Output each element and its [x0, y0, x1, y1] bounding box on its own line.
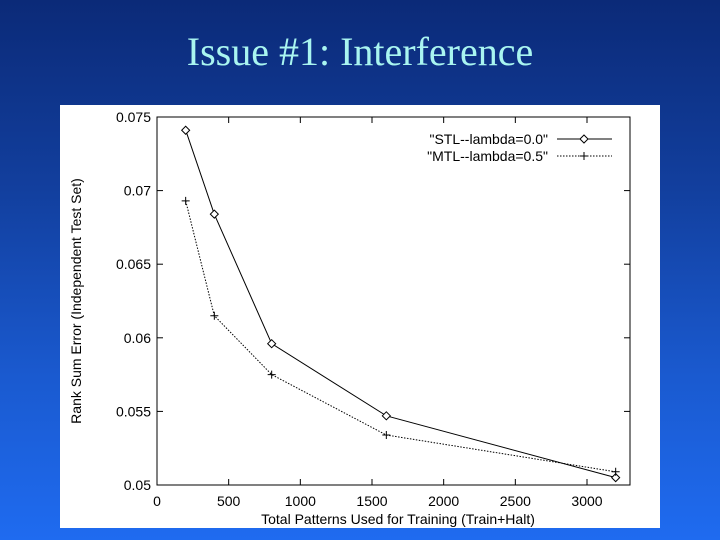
legend-entry: "MTL--lambda=0.5"	[427, 148, 612, 164]
series-line	[185, 200, 616, 473]
y-tick-label: 0.07	[124, 183, 151, 199]
data-point	[180, 125, 191, 135]
x-axis-label: Total Patterns Used for Training (Train+…	[261, 511, 535, 527]
series-2	[181, 196, 620, 476]
slide-title: Issue #1: Interference	[186, 29, 534, 74]
legend-marker	[579, 134, 589, 144]
chart-panel: 0 500 1000 1500 2000 2500 3000 0.05 0.055 0.06 0.…	[60, 105, 660, 528]
data-point	[266, 338, 277, 349]
legend-marker	[580, 152, 588, 160]
data-point	[209, 209, 220, 219]
y-tick-label: 0.055	[116, 403, 151, 419]
y-tick-label: 0.05	[124, 477, 151, 493]
legend: "STL--lambda=0.0""MTL--lambda=0.5"	[427, 131, 612, 164]
line-chart: 0 500 1000 1500 2000 2500 3000 0.050.0550.060.…	[68, 109, 631, 527]
x-tick-label: 2500	[500, 493, 531, 509]
x-axis-ticks: 0 500 1000 1500 2000 2500 3000	[153, 117, 603, 509]
series-line	[185, 130, 616, 479]
x-tick-label: 3000	[571, 493, 602, 509]
series-1	[180, 125, 621, 483]
y-tick-label: 0.065	[116, 256, 151, 272]
data-point	[210, 311, 219, 320]
x-tick-label: 1000	[285, 493, 316, 509]
x-tick-label: 1500	[356, 493, 387, 509]
y-axis-label: Rank Sum Error (Independent Test Set)	[68, 178, 84, 424]
data-point	[610, 472, 621, 483]
y-tick-label: 0.075	[116, 109, 151, 125]
x-tick-label: 0	[153, 493, 161, 509]
legend-label: "STL--lambda=0.0"	[430, 131, 549, 147]
x-tick-label: 500	[217, 493, 241, 509]
data-point	[267, 370, 276, 379]
data-point	[611, 467, 620, 476]
series-layer	[180, 125, 621, 483]
legend-entry: "STL--lambda=0.0"	[430, 131, 612, 147]
y-axis-ticks: 0.05 0.055 0.06 0.065 0.07 0.075	[116, 109, 630, 493]
plot-frame	[156, 116, 631, 486]
data-point	[382, 430, 391, 439]
legend-label: "MTL--lambda=0.5"	[427, 148, 548, 164]
data-point	[181, 196, 190, 205]
x-tick-label: 2000	[428, 493, 459, 509]
y-tick-label: 0.06	[124, 330, 151, 346]
data-point	[381, 411, 392, 421]
